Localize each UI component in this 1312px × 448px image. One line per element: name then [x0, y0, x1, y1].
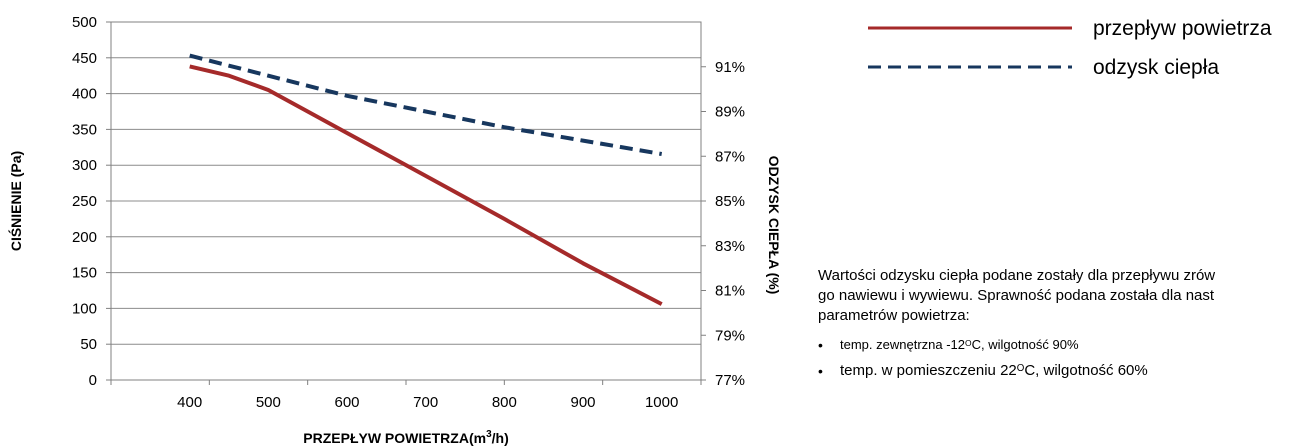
left-tick-label: 250	[72, 193, 97, 210]
x-axis-title-unit-pre: (m	[469, 430, 486, 446]
left-tick-label: 350	[72, 121, 97, 138]
right-tick-label: 79%	[715, 327, 745, 344]
note-line-2: go nawiewu i wywiewu. Sprawność podana z…	[818, 287, 1215, 304]
note-bullet-1-pre: temp. zewnętrzna -12	[840, 337, 966, 352]
series-line-przeplyw-powietrza	[189, 64, 663, 306]
left-tick-label: 300	[72, 157, 97, 174]
left-tick-label: 0	[89, 372, 97, 389]
left-tick-label: 50	[80, 336, 97, 353]
x-tick-label: 500	[256, 394, 281, 411]
left-tick-label: 400	[72, 86, 97, 103]
x-axis-title-main: PRZEPŁYW POWIETRZA	[303, 430, 469, 446]
x-axis-title: PRZEPŁYW POWIETRZA(m3/h)	[303, 429, 508, 446]
x-axis: 400 500 600 700 800 900 1000	[110, 380, 702, 411]
note-line-3: parametrów powietrza:	[818, 307, 970, 324]
right-tick-label: 77%	[715, 372, 745, 389]
left-axis: 0 50 100 150 200 250 300 350 400 450 500	[72, 14, 111, 389]
right-tick-label: 87%	[715, 148, 745, 165]
legend: przepływ powietrza odzysk ciepła	[868, 17, 1272, 79]
left-tick-label: 500	[72, 14, 97, 31]
note-bullet-1-sup: O	[965, 338, 972, 348]
right-axis: 77% 79% 81% 83% 85% 87% 89% 91%	[701, 59, 745, 389]
left-tick-label: 100	[72, 300, 97, 317]
note-bullet-2-post: C, wilgotność 60%	[1024, 362, 1148, 379]
grid	[111, 57, 701, 345]
right-tick-label: 91%	[715, 59, 745, 76]
right-tick-label: 83%	[715, 238, 745, 255]
x-tick-label: 900	[570, 394, 595, 411]
right-tick-label: 85%	[715, 193, 745, 210]
note: Wartości odzysku ciepła podane zostały d…	[818, 266, 1312, 384]
left-tick-label: 200	[72, 229, 97, 246]
y-axis-left-title: CIŚNIENIE (Pa)	[7, 151, 24, 251]
x-axis-title-unit-post: /h)	[492, 430, 509, 446]
note-line-1: Wartości odzysku ciepła podane zostały d…	[818, 267, 1216, 284]
y-axis-right-title: ODZYSK CIEPŁA (%)	[766, 156, 782, 295]
legend-label-przeplyw: przepływ powietrza	[1093, 17, 1272, 40]
note-bullets: temp. zewnętrzna -12OC, wilgotność 90% t…	[818, 332, 1312, 384]
right-tick-label: 81%	[715, 283, 745, 300]
x-tick-label: 400	[177, 394, 202, 411]
note-bullet-2: temp. w pomieszczeniu 22OC, wilgotność 6…	[818, 358, 1312, 384]
x-tick-label: 1000	[645, 394, 678, 411]
right-tick-label: 89%	[715, 104, 745, 121]
note-bullet-2-pre: temp. w pomieszczeniu 22	[840, 362, 1017, 379]
series-group	[189, 53, 663, 306]
left-tick-label: 150	[72, 265, 97, 282]
x-axis-title-unit-sup: 3	[486, 429, 492, 440]
x-tick-label: 600	[334, 394, 359, 411]
note-bullet-1-post: C, wilgotność 90%	[971, 337, 1079, 352]
legend-label-odzysk: odzysk ciepła	[1093, 56, 1219, 79]
left-tick-label: 450	[72, 50, 97, 67]
x-tick-label: 800	[492, 394, 517, 411]
series-line-odzysk-ciepla	[189, 53, 663, 156]
note-bullet-2-sup: O	[1016, 363, 1025, 374]
note-bullet-1: temp. zewnętrzna -12OC, wilgotność 90%	[818, 332, 1312, 358]
x-tick-label: 700	[413, 394, 438, 411]
